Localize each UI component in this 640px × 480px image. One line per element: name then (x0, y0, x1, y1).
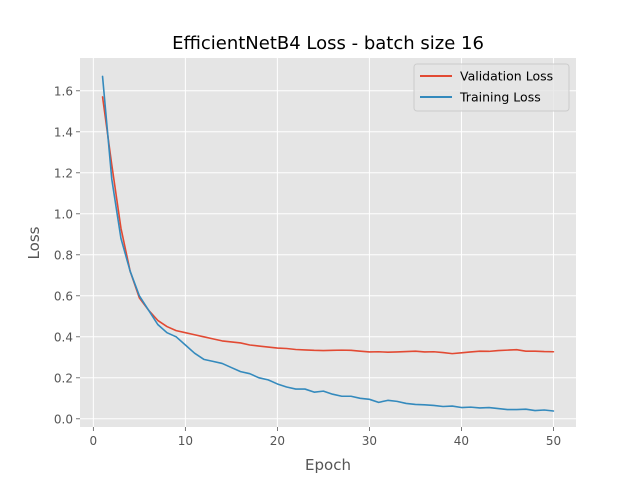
legend-label-training: Training Loss (459, 90, 541, 105)
axis-ticks: 0 10 20 30 40 50 0.0 0.2 0.4 0.6 0.8 1.0 1.2 1.4 1.6 (54, 84, 561, 448)
y-axis-label: Loss (25, 226, 43, 259)
y-tick-label: 0.6 (54, 289, 73, 303)
y-tick-label: 0.8 (54, 248, 73, 262)
y-tick-label: 1.4 (54, 125, 73, 139)
y-tick-label: 0.4 (54, 330, 73, 344)
x-tick-label: 20 (270, 434, 285, 448)
legend-label-validation: Validation Loss (460, 69, 553, 84)
y-tick-label: 1.0 (54, 207, 73, 221)
y-tick-label: 1.6 (54, 84, 73, 98)
x-axis-label: Epoch (305, 456, 351, 474)
y-tick-label: 1.2 (54, 166, 73, 180)
series-layer (101, 75, 555, 412)
x-tick-label: 30 (362, 434, 377, 448)
legend-box (413, 63, 570, 112)
chart-title: EfficientNetB4 Loss - batch size 16 (172, 33, 484, 54)
y-tick-label: 0.2 (54, 371, 73, 385)
x-tick-label: 40 (454, 434, 469, 448)
x-tick-label: 0 (90, 434, 98, 448)
legend: Validation Loss Training Loss (413, 63, 570, 112)
x-tick-label: 50 (546, 434, 561, 448)
x-tick-label: 10 (178, 434, 193, 448)
y-tick-label: 0.0 (54, 412, 73, 426)
validation-loss-line (101, 96, 555, 355)
grid (80, 58, 576, 427)
training-loss-line (101, 75, 555, 412)
plot-area (80, 58, 576, 427)
